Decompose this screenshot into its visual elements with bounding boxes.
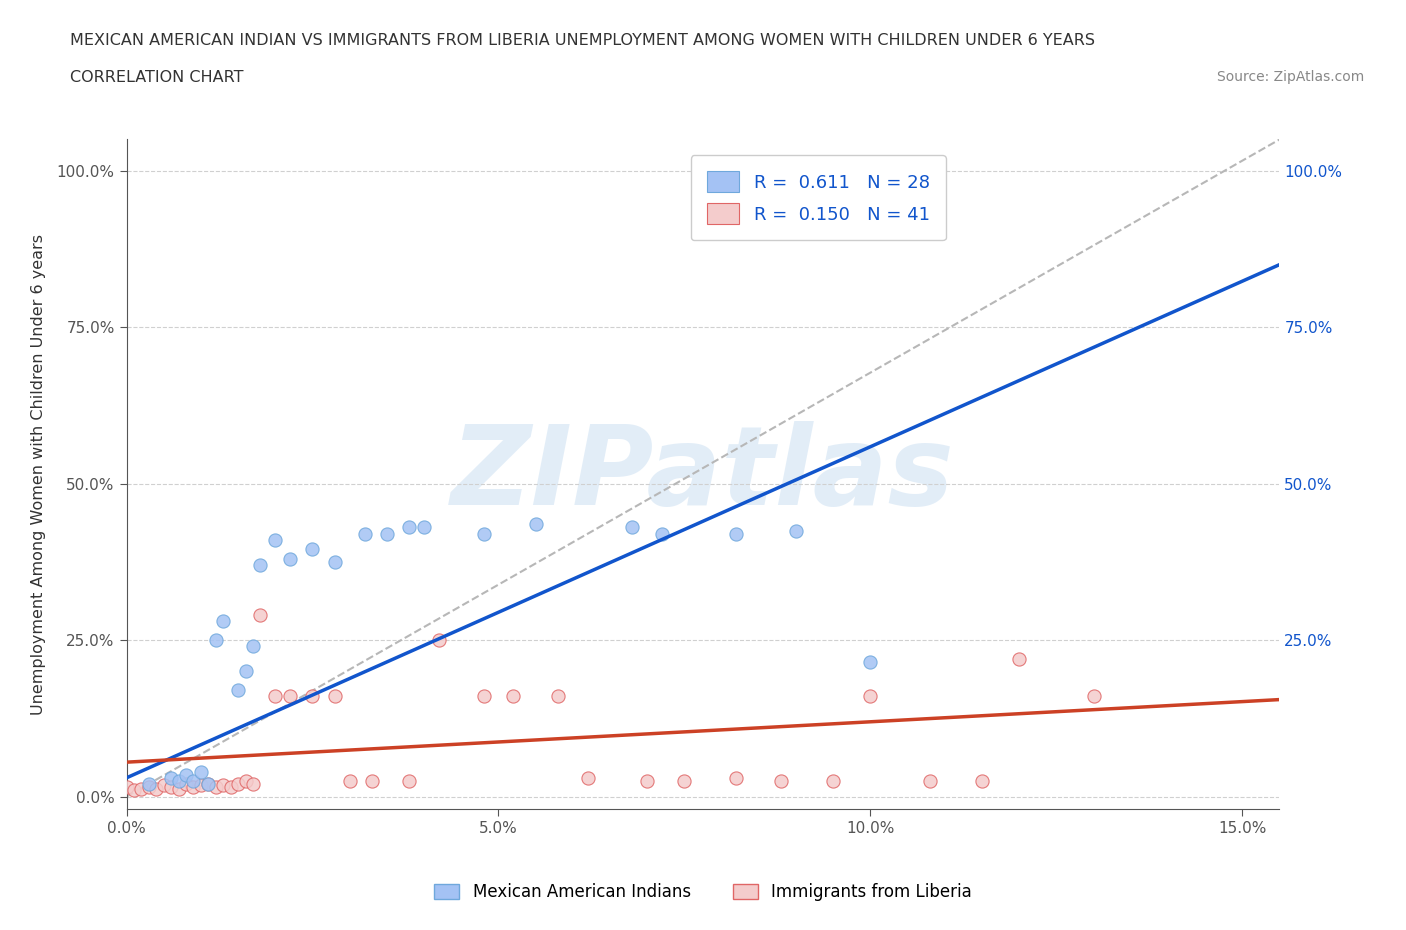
Y-axis label: Unemployment Among Women with Children Under 6 years: Unemployment Among Women with Children U…	[31, 233, 45, 715]
Point	[190, 764, 212, 779]
Point	[673, 774, 696, 789]
Point	[264, 533, 287, 548]
Point	[226, 683, 249, 698]
Text: Source: ZipAtlas.com: Source: ZipAtlas.com	[1216, 70, 1364, 84]
Point	[212, 614, 235, 629]
Point	[970, 774, 993, 789]
Point	[725, 526, 748, 541]
Point	[301, 689, 323, 704]
Point	[152, 777, 174, 792]
Point	[524, 517, 547, 532]
Point	[167, 781, 190, 796]
Point	[1008, 652, 1031, 667]
Legend: R =  0.611   N = 28, R =  0.150   N = 41: R = 0.611 N = 28, R = 0.150 N = 41	[690, 155, 946, 240]
Point	[859, 655, 882, 670]
Point	[918, 774, 941, 789]
Point	[190, 777, 212, 792]
Point	[823, 774, 845, 789]
Point	[219, 779, 242, 794]
Point	[183, 774, 205, 789]
Point	[122, 783, 145, 798]
Point	[398, 774, 420, 789]
Point	[361, 774, 384, 789]
Text: ZIPatlas: ZIPatlas	[451, 420, 955, 528]
Text: CORRELATION CHART: CORRELATION CHART	[70, 70, 243, 85]
Point	[204, 632, 226, 647]
Point	[621, 520, 644, 535]
Text: MEXICAN AMERICAN INDIAN VS IMMIGRANTS FROM LIBERIA UNEMPLOYMENT AMONG WOMEN WITH: MEXICAN AMERICAN INDIAN VS IMMIGRANTS FR…	[70, 33, 1095, 47]
Point	[174, 767, 197, 782]
Point	[197, 777, 219, 791]
Point	[547, 689, 569, 704]
Point	[174, 777, 197, 791]
Point	[145, 781, 167, 796]
Point	[472, 689, 495, 704]
Point	[212, 777, 235, 792]
Point	[183, 779, 205, 794]
Point	[323, 554, 346, 569]
Point	[353, 526, 375, 541]
Point	[197, 777, 219, 791]
Point	[167, 774, 190, 789]
Point	[770, 774, 793, 789]
Point	[398, 520, 420, 535]
Point	[138, 779, 160, 794]
Point	[278, 689, 301, 704]
Point	[235, 664, 257, 679]
Point	[131, 781, 153, 796]
Point	[160, 779, 183, 794]
Point	[242, 777, 264, 791]
Legend: Mexican American Indians, Immigrants from Liberia: Mexican American Indians, Immigrants fro…	[427, 876, 979, 908]
Point	[115, 779, 138, 794]
Point	[235, 774, 257, 789]
Point	[859, 689, 882, 704]
Point	[242, 639, 264, 654]
Point	[323, 689, 346, 704]
Point	[375, 526, 398, 541]
Point	[204, 779, 226, 794]
Point	[427, 632, 450, 647]
Point	[226, 777, 249, 791]
Point	[576, 770, 599, 785]
Point	[1083, 689, 1105, 704]
Point	[278, 551, 301, 566]
Point	[249, 558, 271, 573]
Point	[138, 777, 160, 791]
Point	[502, 689, 524, 704]
Point	[725, 770, 748, 785]
Point	[413, 520, 436, 535]
Point	[301, 542, 323, 557]
Point	[636, 774, 658, 789]
Point	[160, 770, 183, 785]
Point	[249, 607, 271, 622]
Point	[472, 526, 495, 541]
Point	[785, 524, 807, 538]
Point	[339, 774, 361, 789]
Point	[264, 689, 287, 704]
Point	[651, 526, 673, 541]
